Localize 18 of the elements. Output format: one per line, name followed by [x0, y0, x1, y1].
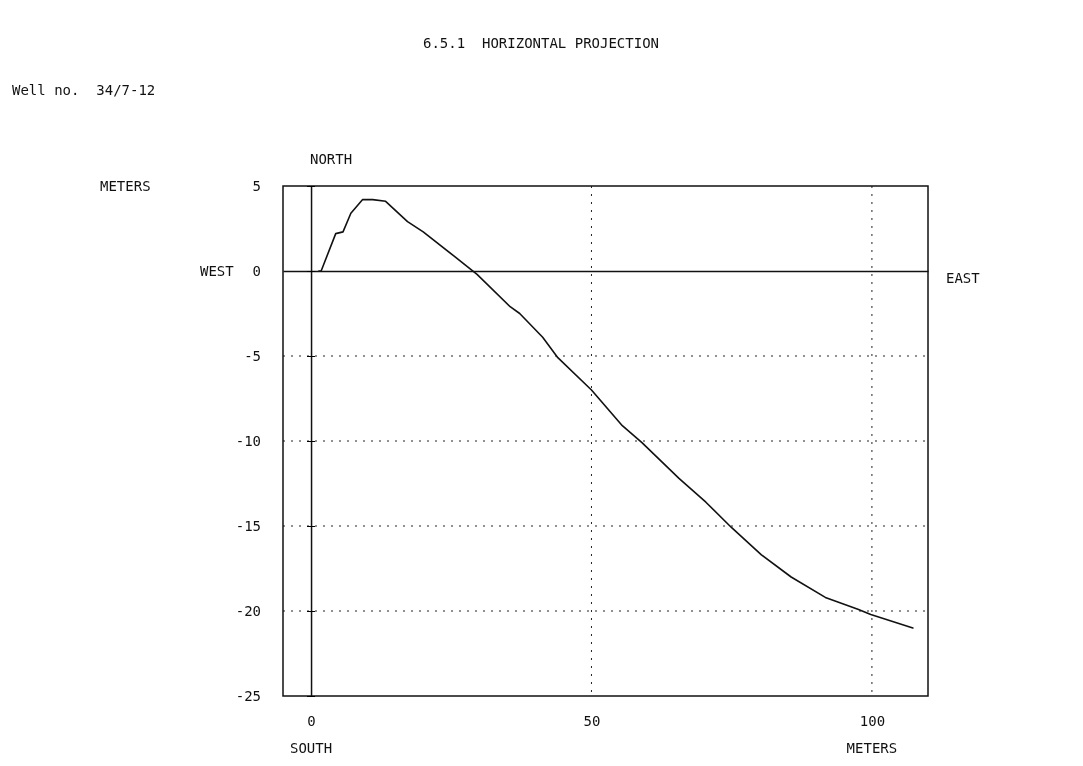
- text: WEST: [200, 263, 235, 279]
- y-tick-label: -10: [235, 432, 261, 449]
- y-tick-label: -15: [235, 517, 261, 534]
- text: EAST: [946, 270, 981, 286]
- x-axis-title: METERS: [846, 740, 898, 756]
- y-tick-label: 0: [252, 262, 261, 279]
- text: SOUTH: [289, 740, 333, 756]
- y-tick-label: 5: [252, 177, 261, 194]
- y-tick-label: -5: [244, 347, 261, 364]
- x-tick-label: 100: [859, 712, 886, 729]
- text: NORTH: [309, 151, 353, 167]
- chart-title: 6.5.1 HORIZONTAL PROJECTION: [422, 35, 660, 51]
- y-tick-label: -25: [235, 687, 261, 704]
- text: METERS: [100, 178, 151, 194]
- x-tick-label: 0: [307, 712, 316, 729]
- y-tick-label: -20: [235, 602, 261, 619]
- text: Well no. 34/7-12: [12, 82, 156, 98]
- x-tick-label: 50: [583, 712, 601, 729]
